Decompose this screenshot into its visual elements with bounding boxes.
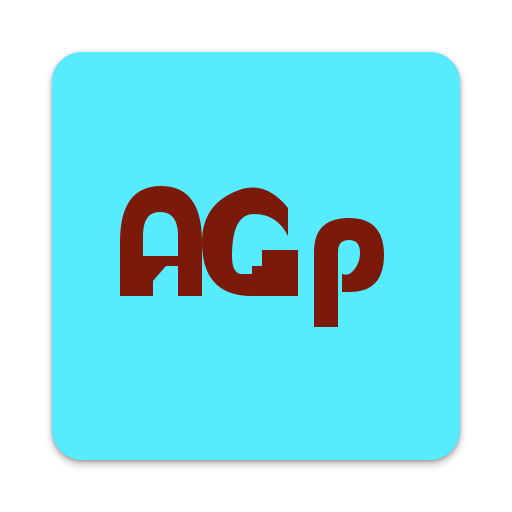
logo-letter-g [202, 187, 298, 296]
logo-letter-a [120, 186, 202, 296]
app-icon-tile[interactable] [52, 52, 460, 460]
logo-letter-p [314, 218, 384, 327]
agp-logo [120, 186, 384, 327]
logo-letter-a-notch [143, 262, 153, 296]
